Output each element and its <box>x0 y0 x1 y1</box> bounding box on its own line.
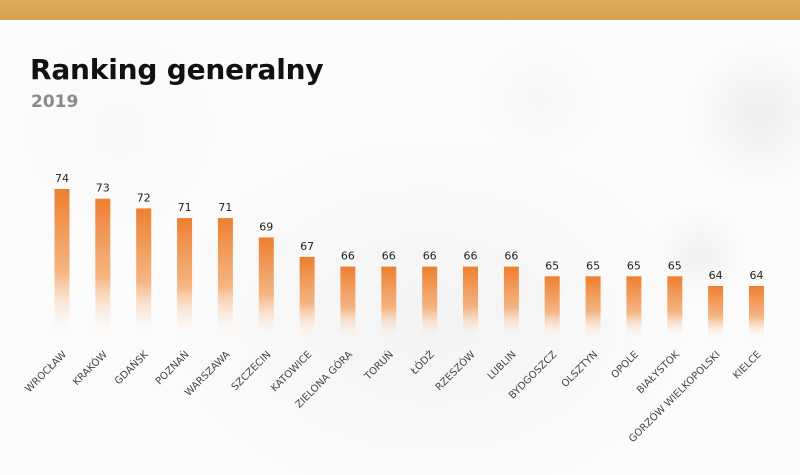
category-label: SZCZECIN <box>230 349 274 393</box>
category-label: KRAKÓW <box>70 348 110 388</box>
bars-group: 74WROCŁAW73KRAKÓW72GDAŃSK71POZNAŃ71WARSZ… <box>24 172 764 445</box>
category-label: WROCŁAW <box>24 349 70 395</box>
bar <box>667 276 683 341</box>
bar <box>585 276 601 341</box>
bar <box>299 256 315 341</box>
bar <box>381 266 397 341</box>
category-label: OPOLE <box>609 349 641 381</box>
bar <box>136 208 152 341</box>
bar <box>503 266 519 341</box>
category-label: KIELCE <box>731 349 763 381</box>
bar-value-label: 71 <box>218 201 232 214</box>
bar <box>544 276 560 341</box>
bar-value-label: 74 <box>55 172 69 185</box>
category-label: GDAŃSK <box>112 348 152 388</box>
bar-value-label: 72 <box>137 191 151 204</box>
category-label: OLSZTYN <box>560 349 601 390</box>
bar-value-label: 69 <box>259 221 273 234</box>
category-label: KATOWICE <box>269 349 314 394</box>
bar-value-label: 65 <box>545 259 559 272</box>
background <box>0 20 800 475</box>
bar <box>95 198 111 341</box>
chart-subtitle: 2019 <box>31 92 79 112</box>
bar-value-label: 73 <box>96 182 110 195</box>
chart-title: Ranking generalny <box>30 53 324 86</box>
bar-value-label: 66 <box>341 250 355 263</box>
bar <box>177 218 193 341</box>
bar <box>340 266 356 341</box>
bar-value-label: 71 <box>178 201 192 214</box>
bar-value-label: 67 <box>300 240 314 253</box>
bar-value-label: 66 <box>382 250 396 263</box>
top-accent-bar <box>0 0 800 20</box>
bar-value-label: 65 <box>586 259 600 272</box>
bar-value-label: 66 <box>504 250 518 263</box>
bar <box>749 286 764 341</box>
bar <box>463 266 478 341</box>
bar-value-label: 64 <box>750 269 764 282</box>
bar <box>708 286 724 341</box>
category-label: RZESZÓW <box>432 348 477 393</box>
bar <box>422 266 438 341</box>
bar-value-label: 65 <box>627 259 641 272</box>
bar-value-label: 66 <box>423 250 437 263</box>
bar <box>258 237 274 341</box>
category-label: LUBLIN <box>486 349 519 382</box>
category-label: POZNAŃ <box>152 348 191 387</box>
bar-value-label: 65 <box>668 259 682 272</box>
bar-value-label: 66 <box>464 250 478 263</box>
category-label: ŁÓDŹ <box>407 348 437 378</box>
bar <box>54 189 70 341</box>
bar <box>217 218 233 341</box>
bar <box>626 276 642 341</box>
bar-value-label: 64 <box>709 269 723 282</box>
category-label: TORUŃ <box>361 348 396 383</box>
